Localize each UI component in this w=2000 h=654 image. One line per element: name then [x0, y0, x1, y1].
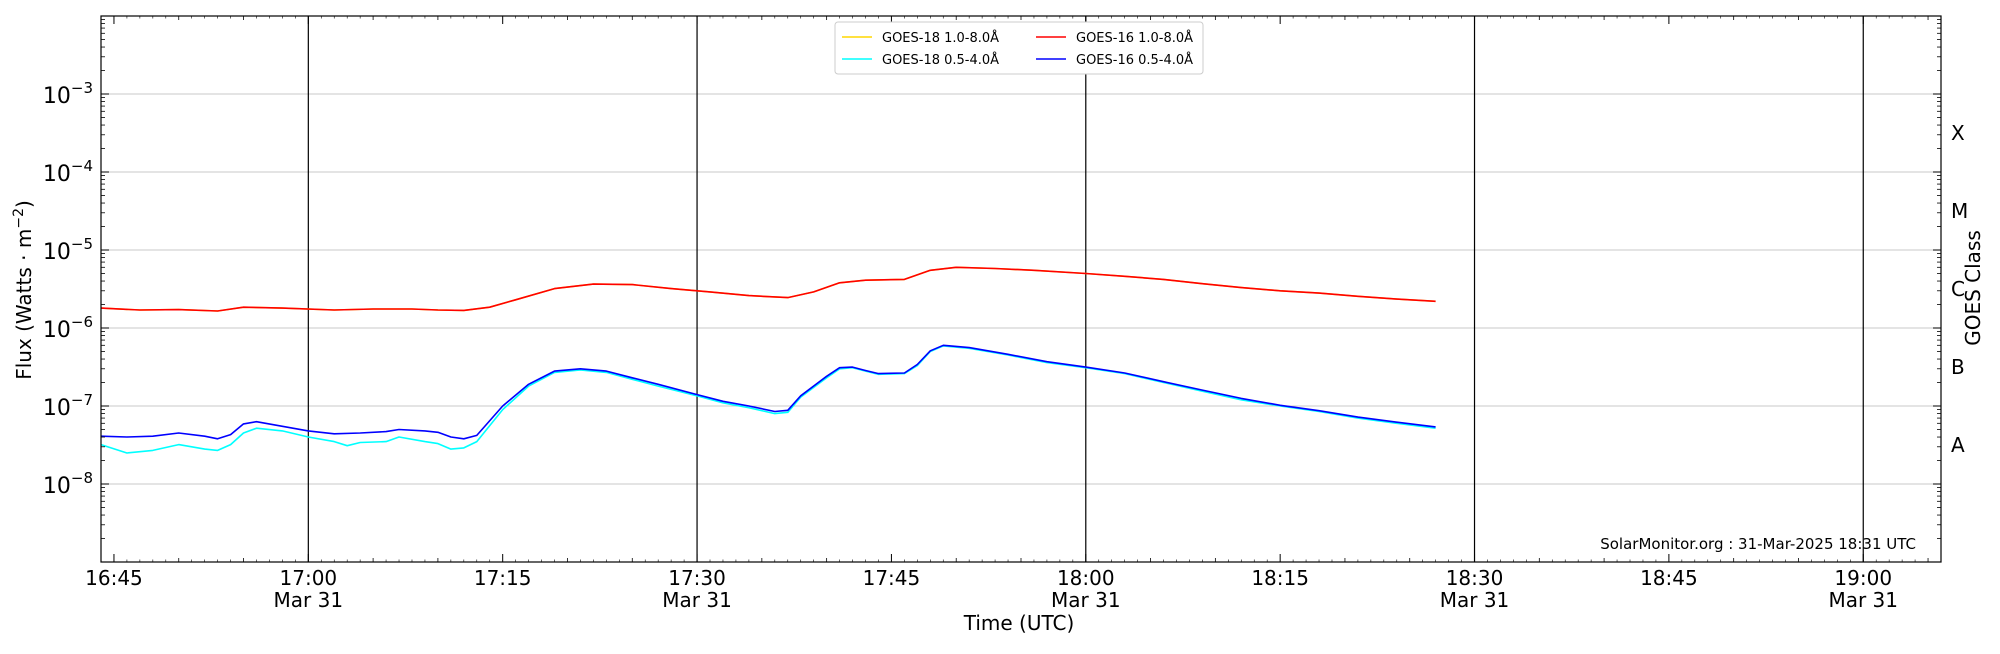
goes-class-axis-title: GOES Class	[1961, 230, 1985, 346]
y-tick-label-base: 10	[43, 474, 71, 499]
tick-layer	[100, 15, 1942, 563]
goes-class-label-x: X	[1951, 121, 1965, 145]
y-tick-label: 10−4	[43, 157, 93, 187]
x-tick-date-label: Mar 31	[1828, 588, 1898, 612]
series-line-3	[100, 344, 1436, 440]
y-tick-labels: 10−810−710−610−510−410−3	[43, 79, 93, 499]
x-tick-label: 18:15	[1251, 566, 1309, 590]
x-tick-label: 19:00	[1834, 566, 1892, 590]
x-tick-date-label: Mar 31	[274, 588, 344, 612]
x-tick-label: 17:30	[668, 566, 726, 590]
goes-class-label-a: A	[1951, 433, 1965, 457]
vertical-lines-layer	[307, 16, 1864, 562]
series-line-2	[100, 266, 1436, 312]
y-tick-label-base: 10	[43, 84, 71, 109]
y-tick-label-base: 10	[43, 318, 71, 343]
y-tick-label-base: 10	[43, 162, 71, 187]
legend-entries: GOES-18 1.0-8.0Å GOES-18 0.5-4.0Å GOES-16 …	[842, 30, 1193, 68]
x-tick-label: 17:15	[474, 566, 532, 590]
y-axis-title-main: Flux (Watts · m	[12, 229, 36, 380]
y-tick-label-base: 10	[43, 240, 71, 265]
watermark-annotation: SolarMonitor.org : 31-Mar-2025 18:31 UTC	[1600, 535, 1916, 553]
x-tick-label: 18:30	[1446, 566, 1504, 590]
series-layer	[100, 266, 1436, 454]
y-tick-label: 10−5	[43, 235, 93, 265]
y-tick-label-exp: −7	[71, 391, 93, 409]
x-axis-title: Time (UTC)	[963, 611, 1075, 635]
y-tick-label: 10−7	[43, 391, 93, 421]
y-tick-label-exp: −6	[71, 313, 93, 331]
legend: GOES-18 1.0-8.0Å GOES-18 0.5-4.0Å GOES-16 …	[834, 21, 1204, 75]
y-tick-label-base: 10	[43, 396, 71, 421]
x-tick-label: 18:45	[1640, 566, 1698, 590]
y-tick-label-exp: −3	[71, 79, 93, 97]
y-tick-label: 10−8	[43, 469, 93, 499]
series-line-1	[100, 345, 1436, 454]
y-tick-label-exp: −8	[71, 469, 93, 487]
y-axis-title-close: )	[12, 200, 36, 208]
goes-class-label-c: C	[1951, 277, 1965, 301]
legend-label-0: GOES-18 1.0-8.0Å	[882, 30, 999, 46]
series-line-0	[100, 266, 1436, 312]
x-tick-label: 18:00	[1057, 566, 1115, 590]
x-tick-label: 16:45	[85, 566, 143, 590]
legend-label-2: GOES-16 1.0-8.0Å	[1076, 30, 1193, 46]
legend-label-1: GOES-18 0.5-4.0Å	[882, 52, 999, 68]
y-axis-title-sup: −2	[11, 208, 27, 229]
goes-class-labels: A B C M X	[1951, 121, 1968, 457]
goes-class-label-m: M	[1951, 199, 1968, 223]
y-tick-label-exp: −4	[71, 157, 93, 175]
y-tick-label: 10−6	[43, 313, 93, 343]
grid-layer	[101, 93, 1941, 485]
y-tick-label: 10−3	[43, 79, 93, 109]
goes-class-label-b: B	[1951, 355, 1965, 379]
legend-box	[834, 21, 1204, 75]
legend-label-3: GOES-16 0.5-4.0Å	[1076, 52, 1193, 68]
x-tick-date-label: Mar 31	[1440, 588, 1510, 612]
plot-frame	[100, 15, 1942, 563]
x-tick-date-label: Mar 31	[662, 588, 732, 612]
x-tick-label: 17:00	[280, 566, 338, 590]
x-tick-date-label: Mar 31	[1051, 588, 1121, 612]
y-axis-title: Flux (Watts · m−2)	[11, 200, 36, 380]
x-tick-label: 17:45	[863, 566, 921, 590]
y-tick-label-exp: −5	[71, 235, 93, 253]
